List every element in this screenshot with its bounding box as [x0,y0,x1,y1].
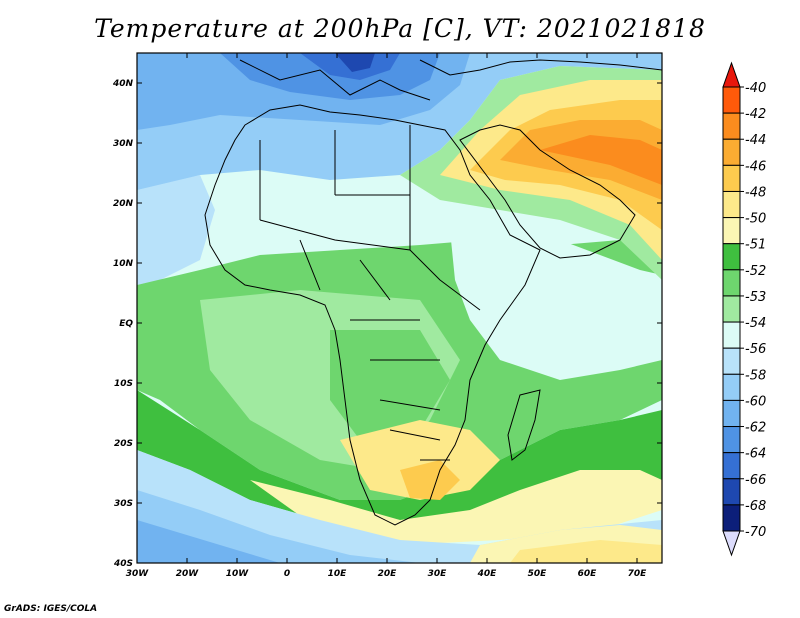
colorbar-swatch [722,190,741,219]
colorbar-label: -70 [745,525,766,540]
colorbar-swatch [722,347,741,375]
colorbar-swatch [722,399,741,428]
coastlines [204,59,662,526]
colorbar-label: -46 [745,159,766,174]
colorbar-label: -53 [745,290,766,305]
lon-tick-label: 10E [328,569,348,579]
colorbar-label: -50 [745,212,766,227]
colorbar: -40 -42 -44 -46 -48 -50 -51 -52 -53 -54 -56 -58 -60 -… [722,61,766,557]
lat-tick-label: 40S [113,559,133,569]
plot-frame [136,52,663,564]
lat-tick-label: 10S [114,379,133,389]
colorbar-swatch [722,321,741,349]
colorbar-label: -66 [745,473,766,488]
lon-tick-label: 30E [428,569,448,579]
colorbar-swatch [722,138,741,166]
colorbar-under-arrow [722,530,741,557]
colorbar-swatch [722,452,741,480]
colorbar-label: -51 [745,238,766,253]
lat-tick-label: 20N [113,199,134,209]
colorbar-label: -52 [745,264,766,279]
axis-ticks: 30W 20W 10W 0 10E 20E 30E 40E 50E 60E 70E 40N 30N 20N… [112,53,662,579]
chart-title: Temperature at 200hPa [C], VT: 202102181… [94,14,706,43]
lon-tick-label: 60E [578,569,598,579]
colorbar-swatch [722,112,741,140]
colorbar-label: -54 [745,316,766,331]
lat-tick-label: EQ [119,319,133,329]
colorbar-swatch [722,504,741,532]
colorbar-label: -42 [745,107,766,122]
colorbar-swatch [722,86,741,114]
temperature-field [137,53,662,563]
colorbar-label: -68 [745,499,766,514]
lon-tick-label: 10W [226,569,250,579]
lon-tick-label: 30W [126,569,150,579]
colorbar-label: -48 [745,185,766,200]
colorbar-swatch [722,478,741,506]
grads-credit: GrADS: IGES/COLA [4,604,98,614]
lon-tick-label: 0 [284,569,290,579]
colorbar-label: -60 [745,394,766,409]
lon-tick-label: 50E [528,569,548,579]
lon-tick-label: 40E [477,569,498,579]
colorbar-swatch [722,243,741,271]
lat-tick-label: 30S [114,499,133,509]
colorbar-label: -62 [745,421,766,436]
colorbar-label: -44 [745,133,766,148]
colorbar-swatch [722,164,741,192]
lon-tick-label: 20E [378,569,398,579]
colorbar-swatch [722,426,741,454]
lat-tick-label: 10N [113,259,134,269]
colorbar-label: -58 [745,368,766,383]
colorbar-label: -40 [745,81,766,96]
lat-tick-label: 40N [112,79,134,89]
colorbar-label: -56 [745,342,766,357]
colorbar-swatch [722,295,741,323]
colorbar-swatch [722,373,741,401]
lon-tick-label: 70E [628,569,648,579]
lat-tick-label: 30N [113,139,134,149]
colorbar-label: -64 [745,447,766,462]
colorbar-over-arrow [722,61,741,88]
lat-tick-label: 20S [114,439,133,449]
lon-tick-label: 20W [176,569,200,579]
colorbar-swatch [722,217,741,245]
colorbar-swatch [722,269,741,297]
